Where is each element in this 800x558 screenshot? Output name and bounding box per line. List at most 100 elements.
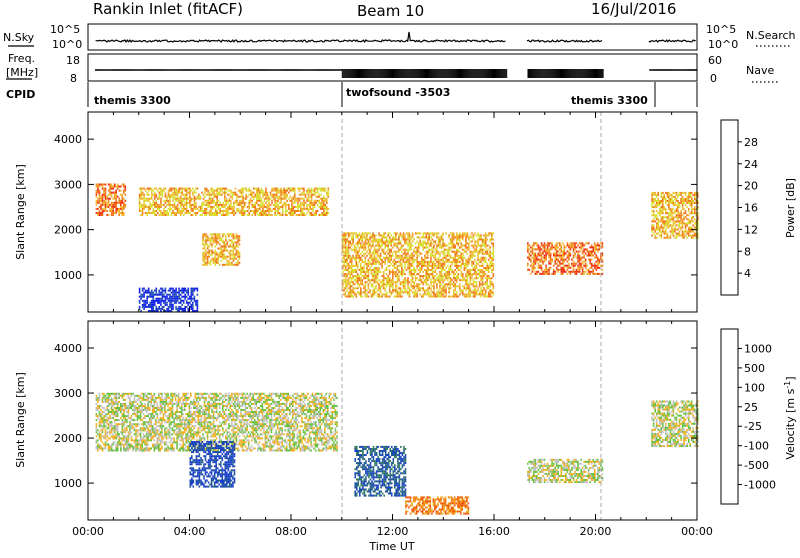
power-cell: [192, 294, 194, 296]
power-cell: [547, 251, 549, 253]
power-cell: [380, 245, 382, 247]
power-cell: [227, 243, 229, 245]
power-cell: [365, 247, 367, 249]
power-cell: [123, 202, 125, 204]
power-cell: [159, 294, 161, 296]
power-cell: [148, 292, 150, 294]
power-cell: [453, 245, 455, 247]
power-cell: [146, 292, 148, 294]
power-cell: [453, 251, 455, 253]
power-cell: [172, 212, 174, 214]
power-cell: [228, 235, 230, 237]
power-cell: [115, 190, 117, 192]
power-cell: [680, 198, 682, 200]
power-cell: [412, 281, 414, 283]
power-cell: [686, 206, 688, 208]
power-cell: [222, 252, 224, 254]
power-cell: [418, 269, 420, 271]
power-cell: [311, 202, 313, 204]
power-cell: [530, 265, 532, 267]
power-cell: [409, 281, 411, 283]
power-cell: [377, 261, 379, 263]
power-cell: [294, 210, 296, 212]
power-cell: [219, 212, 221, 214]
power-cell: [689, 235, 691, 237]
power-cell: [577, 269, 579, 271]
power-cell: [227, 190, 229, 192]
power-cell: [233, 248, 235, 250]
power-cell: [574, 265, 576, 267]
power-cell: [356, 275, 358, 277]
power-cell: [427, 255, 429, 257]
power-cell: [106, 198, 108, 200]
power-cell: [374, 263, 376, 265]
power-cell: [416, 253, 418, 255]
power-cell: [177, 292, 179, 294]
power-cell: [168, 300, 170, 302]
power-cell: [427, 277, 429, 279]
power-cell: [357, 273, 359, 275]
power-cell: [662, 231, 664, 233]
power-cell: [162, 204, 164, 206]
power-cell: [345, 236, 347, 238]
power-cell: [201, 202, 203, 204]
power-cell: [580, 244, 582, 246]
power-cell: [427, 291, 429, 293]
power-cell: [474, 269, 476, 271]
power-cell: [489, 232, 491, 234]
power-cell: [465, 265, 467, 267]
power-cell: [291, 204, 293, 206]
power-cell: [357, 245, 359, 247]
power-cell: [392, 279, 394, 281]
power-cell: [321, 214, 323, 216]
power-cell: [172, 204, 174, 206]
power-cell: [115, 192, 117, 194]
power-cell: [651, 224, 653, 226]
power-cell: [665, 237, 667, 239]
power-cell: [378, 267, 380, 269]
power-cell: [146, 306, 148, 308]
power-cell: [416, 273, 418, 275]
power-cell: [441, 275, 443, 277]
power-cell: [471, 245, 473, 247]
power-cell: [224, 196, 226, 198]
power-cell: [303, 208, 305, 210]
power-cell: [205, 241, 207, 243]
power-cell: [664, 196, 666, 198]
power-cell: [542, 271, 544, 273]
power-cell: [363, 234, 365, 236]
power-cell: [273, 198, 275, 200]
power-cell: [359, 241, 361, 243]
power-cell: [256, 196, 258, 198]
power-cell: [366, 251, 368, 253]
power-cell: [171, 288, 173, 290]
power-cell: [419, 263, 421, 265]
power-cell: [365, 261, 367, 263]
power-cell: [491, 269, 493, 271]
power-cell: [368, 273, 370, 275]
power-cell: [202, 237, 204, 239]
power-cell: [323, 198, 325, 200]
power-cell: [412, 236, 414, 238]
power-cell: [473, 289, 475, 291]
power-cell: [105, 202, 107, 204]
power-cell: [432, 267, 434, 269]
power-cell: [442, 257, 444, 259]
power-cell: [577, 253, 579, 255]
power-cell: [106, 206, 108, 208]
power-cell: [156, 202, 158, 204]
nsky-label: N.Sky: [3, 31, 35, 44]
power-cell: [679, 227, 681, 229]
power-cell: [216, 204, 218, 206]
power-cell: [223, 202, 225, 204]
power-cell: [404, 265, 406, 267]
power-cell: [178, 198, 180, 200]
power-cell: [424, 236, 426, 238]
power-cell: [259, 192, 261, 194]
power-cell: [96, 194, 98, 196]
power-cell: [538, 253, 540, 255]
power-cell: [447, 273, 449, 275]
power-cell: [125, 186, 127, 188]
power-cell: [145, 306, 147, 308]
power-cell: [426, 253, 428, 255]
